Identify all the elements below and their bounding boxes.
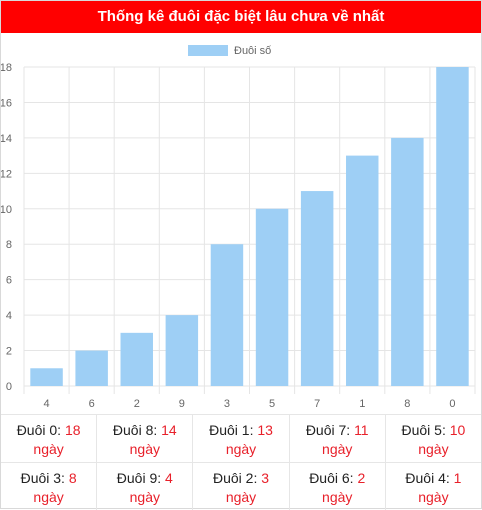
x-tick-label: 8 bbox=[404, 398, 410, 410]
stat-unit: ngày bbox=[225, 489, 257, 505]
stat-label: Đuôi 7: bbox=[305, 422, 351, 438]
stat-label: Đuôi 4: bbox=[405, 470, 450, 486]
x-tick-label: 4 bbox=[43, 398, 49, 410]
stats-table: Đuôi 0: 18 ngày Đuôi 8: 14 ngày Đuôi 1: … bbox=[1, 414, 481, 510]
stat-value: 10 bbox=[449, 422, 466, 438]
y-tick-label: 0 bbox=[6, 381, 12, 393]
stat-value: 13 bbox=[257, 422, 273, 438]
bar-digit-8 bbox=[391, 137, 424, 386]
stat-unit: ngày bbox=[418, 489, 449, 505]
stat-label: Đuôi 2: bbox=[212, 470, 258, 486]
x-tick-label: 6 bbox=[89, 398, 95, 410]
bar-digit-9 bbox=[165, 315, 199, 386]
stat-label: Đuôi 5: bbox=[401, 422, 446, 438]
bar-digit-4 bbox=[30, 368, 63, 386]
stat-cell: Đuôi 3: 8 ngày bbox=[1, 463, 96, 510]
widget-title: Thống kê đuôi đặc biệt lâu chưa về nhất bbox=[1, 1, 481, 33]
x-tick-label: 2 bbox=[134, 398, 140, 410]
y-tick-label: 4 bbox=[6, 310, 12, 322]
stat-cell: Đuôi 4: 1 ngày bbox=[384, 463, 481, 510]
stats-row: Đuôi 0: 18 ngày Đuôi 8: 14 ngày Đuôi 1: … bbox=[1, 415, 481, 462]
stat-label: Đuôi 9: bbox=[116, 470, 162, 486]
y-tick-label: 6 bbox=[6, 275, 12, 287]
bar-digit-1 bbox=[346, 155, 379, 386]
stat-unit: ngày bbox=[225, 441, 257, 457]
x-tick-label: 3 bbox=[224, 398, 230, 410]
stat-cell: Đuôi 8: 14 ngày bbox=[96, 415, 192, 462]
stat-value: 11 bbox=[354, 422, 369, 438]
stat-cell: Đuôi 7: 11 ngày bbox=[288, 415, 385, 462]
x-tick-label: 5 bbox=[269, 398, 275, 410]
y-tick-label: 8 bbox=[6, 239, 12, 251]
stat-label: Đuôi 3: bbox=[20, 470, 65, 486]
bar-digit-3 bbox=[210, 244, 244, 386]
stat-cell: Đuôi 6: 2 ngày bbox=[288, 463, 385, 510]
stat-label: Đuôi 8: bbox=[112, 422, 158, 438]
y-tick-label: 14 bbox=[1, 133, 12, 145]
stat-value: 2 bbox=[357, 470, 366, 486]
stats-row: Đuôi 3: 8 ngày Đuôi 9: 4 ngày Đuôi 2: 3 … bbox=[1, 462, 481, 510]
stat-unit: ngày bbox=[129, 441, 160, 457]
stat-unit: ngày bbox=[33, 489, 64, 505]
x-tick-label: 7 bbox=[314, 398, 320, 410]
stat-unit: ngày bbox=[33, 441, 64, 457]
stat-unit: ngày bbox=[322, 441, 353, 457]
stat-unit: ngày bbox=[322, 489, 353, 505]
stat-value: 18 bbox=[64, 422, 81, 438]
legend-label: Đuôi số bbox=[234, 45, 271, 57]
stat-cell: Đuôi 2: 3 ngày bbox=[192, 463, 288, 510]
stat-cell: Đuôi 0: 18 ngày bbox=[1, 415, 96, 462]
y-tick-label: 2 bbox=[6, 346, 12, 358]
stat-label: Đuôi 0: bbox=[16, 422, 62, 438]
stat-value: 1 bbox=[453, 470, 462, 486]
y-tick-label: 12 bbox=[1, 168, 12, 180]
x-tick-label: 0 bbox=[449, 398, 455, 410]
x-tick-label: 1 bbox=[359, 398, 365, 410]
y-tick-label: 16 bbox=[1, 97, 12, 109]
stat-value: 8 bbox=[68, 470, 77, 486]
bar-digit-5 bbox=[255, 208, 289, 386]
stat-label: Đuôi 6: bbox=[309, 470, 354, 486]
stat-cell: Đuôi 1: 13 ngày bbox=[192, 415, 288, 462]
legend-swatch bbox=[188, 45, 228, 56]
stat-unit: ngày bbox=[418, 441, 449, 457]
stat-cell: Đuôi 5: 10 ngày bbox=[384, 415, 481, 462]
stat-cell: Đuôi 9: 4 ngày bbox=[96, 463, 192, 510]
stat-value: 3 bbox=[261, 470, 270, 486]
stat-value: 14 bbox=[161, 422, 177, 438]
x-tick-label: 9 bbox=[179, 398, 185, 410]
bar-digit-0 bbox=[436, 67, 469, 386]
y-tick-label: 10 bbox=[1, 204, 12, 216]
bar-digit-2 bbox=[120, 332, 153, 386]
bar-digit-6 bbox=[75, 350, 108, 386]
stat-label: Đuôi 1: bbox=[209, 422, 254, 438]
stat-value: 4 bbox=[165, 470, 173, 486]
stat-unit: ngày bbox=[129, 489, 160, 505]
y-tick-label: 18 bbox=[1, 62, 12, 74]
bar-digit-7 bbox=[300, 191, 334, 386]
